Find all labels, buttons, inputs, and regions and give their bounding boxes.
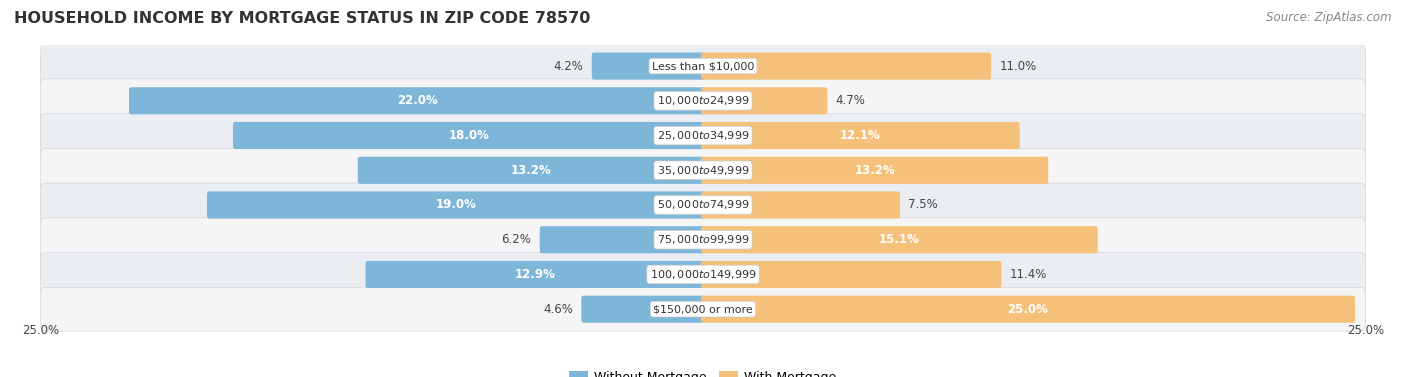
Text: 15.1%: 15.1% (879, 233, 920, 246)
FancyBboxPatch shape (41, 44, 1365, 88)
Text: 4.7%: 4.7% (835, 94, 866, 107)
FancyBboxPatch shape (41, 253, 1365, 296)
Legend: Without Mortgage, With Mortgage: Without Mortgage, With Mortgage (564, 366, 842, 377)
Text: 12.9%: 12.9% (515, 268, 555, 281)
Text: 22.0%: 22.0% (396, 94, 437, 107)
Text: 25.0%: 25.0% (1008, 303, 1049, 316)
FancyBboxPatch shape (592, 52, 704, 80)
Text: HOUSEHOLD INCOME BY MORTGAGE STATUS IN ZIP CODE 78570: HOUSEHOLD INCOME BY MORTGAGE STATUS IN Z… (14, 11, 591, 26)
FancyBboxPatch shape (41, 218, 1365, 262)
Text: 25.0%: 25.0% (1347, 323, 1384, 337)
FancyBboxPatch shape (357, 157, 704, 184)
FancyBboxPatch shape (540, 226, 704, 253)
FancyBboxPatch shape (702, 157, 1049, 184)
Text: 6.2%: 6.2% (502, 233, 531, 246)
Text: $10,000 to $24,999: $10,000 to $24,999 (657, 94, 749, 107)
FancyBboxPatch shape (702, 226, 1098, 253)
FancyBboxPatch shape (702, 52, 991, 80)
FancyBboxPatch shape (702, 122, 1019, 149)
FancyBboxPatch shape (702, 296, 1355, 323)
Text: $50,000 to $74,999: $50,000 to $74,999 (657, 199, 749, 211)
FancyBboxPatch shape (366, 261, 704, 288)
Text: 11.4%: 11.4% (1010, 268, 1047, 281)
FancyBboxPatch shape (581, 296, 704, 323)
Text: 12.1%: 12.1% (839, 129, 880, 142)
FancyBboxPatch shape (702, 192, 900, 219)
Text: Less than $10,000: Less than $10,000 (652, 61, 754, 71)
FancyBboxPatch shape (41, 79, 1365, 123)
Text: 13.2%: 13.2% (510, 164, 551, 177)
FancyBboxPatch shape (41, 113, 1365, 158)
Text: Source: ZipAtlas.com: Source: ZipAtlas.com (1267, 11, 1392, 24)
FancyBboxPatch shape (41, 149, 1365, 192)
Text: 4.2%: 4.2% (554, 60, 583, 73)
FancyBboxPatch shape (41, 287, 1365, 331)
FancyBboxPatch shape (41, 183, 1365, 227)
FancyBboxPatch shape (207, 192, 704, 219)
Text: 25.0%: 25.0% (22, 323, 59, 337)
Text: $75,000 to $99,999: $75,000 to $99,999 (657, 233, 749, 246)
Text: $25,000 to $34,999: $25,000 to $34,999 (657, 129, 749, 142)
Text: 4.6%: 4.6% (543, 303, 574, 316)
Text: 11.0%: 11.0% (1000, 60, 1036, 73)
Text: 18.0%: 18.0% (449, 129, 489, 142)
Text: 7.5%: 7.5% (908, 199, 938, 211)
Text: 19.0%: 19.0% (436, 199, 477, 211)
FancyBboxPatch shape (129, 87, 704, 114)
FancyBboxPatch shape (233, 122, 704, 149)
Text: $100,000 to $149,999: $100,000 to $149,999 (650, 268, 756, 281)
Text: $150,000 or more: $150,000 or more (654, 304, 752, 314)
FancyBboxPatch shape (702, 87, 827, 114)
Text: $35,000 to $49,999: $35,000 to $49,999 (657, 164, 749, 177)
FancyBboxPatch shape (702, 261, 1001, 288)
Text: 13.2%: 13.2% (855, 164, 896, 177)
